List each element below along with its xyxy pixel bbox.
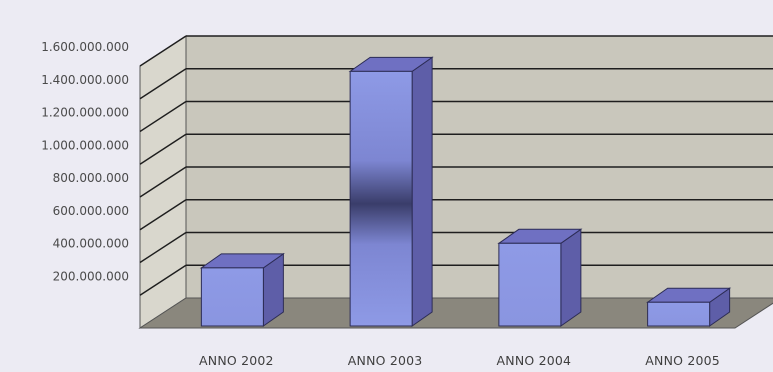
gridline-side: [139, 100, 187, 133]
gridline-side: [139, 68, 187, 100]
bar-side-face: [411, 56, 433, 327]
gridline-side: [139, 35, 187, 67]
floor: [138, 297, 773, 329]
gridline-side: [139, 199, 187, 231]
y-axis-tick-labels: 200.000.000 400.000.000 600.000.000 800.000…: [41, 40, 129, 283]
bar-front-face: [647, 301, 711, 327]
y-tick-label: 1.400.000.000: [41, 73, 129, 87]
gridlines: [139, 35, 773, 296]
x-category-label: ANNO 2004: [497, 353, 572, 368]
x-category-label: ANNO 2003: [348, 353, 423, 368]
y-tick-label: 200.000.000: [53, 269, 129, 283]
bar-front-face: [349, 70, 413, 327]
gridline-side: [139, 133, 187, 165]
x-category-label: ANNO 2002: [199, 353, 274, 368]
bar-anno-2005: [646, 287, 732, 327]
x-axis-category-labels: ANNO 2002 ANNO 2003 ANNO 2004 ANNO 2005: [199, 353, 720, 368]
y-tick-label: 800.000.000: [53, 171, 129, 185]
gridline-side: [139, 264, 187, 296]
y-tick-label: 400.000.000: [53, 237, 129, 251]
x-category-label: ANNO 2005: [645, 353, 720, 368]
bar-front-face: [200, 267, 264, 327]
y-tick-label: 1.000.000.000: [41, 138, 129, 152]
gridline-side: [139, 166, 187, 198]
bar-anno-2004: [497, 228, 583, 327]
gridline-side: [139, 231, 187, 264]
y-tick-label: 1.200.000.000: [41, 106, 129, 120]
y-tick-label: 1.600.000.000: [41, 40, 129, 54]
bar-front-face: [498, 242, 562, 327]
bar-side-face: [560, 228, 582, 327]
y-tick-label: 600.000.000: [53, 204, 129, 218]
bar-anno-2003: [348, 56, 434, 327]
bar-anno-2002: [199, 252, 285, 327]
bars: [199, 56, 732, 327]
